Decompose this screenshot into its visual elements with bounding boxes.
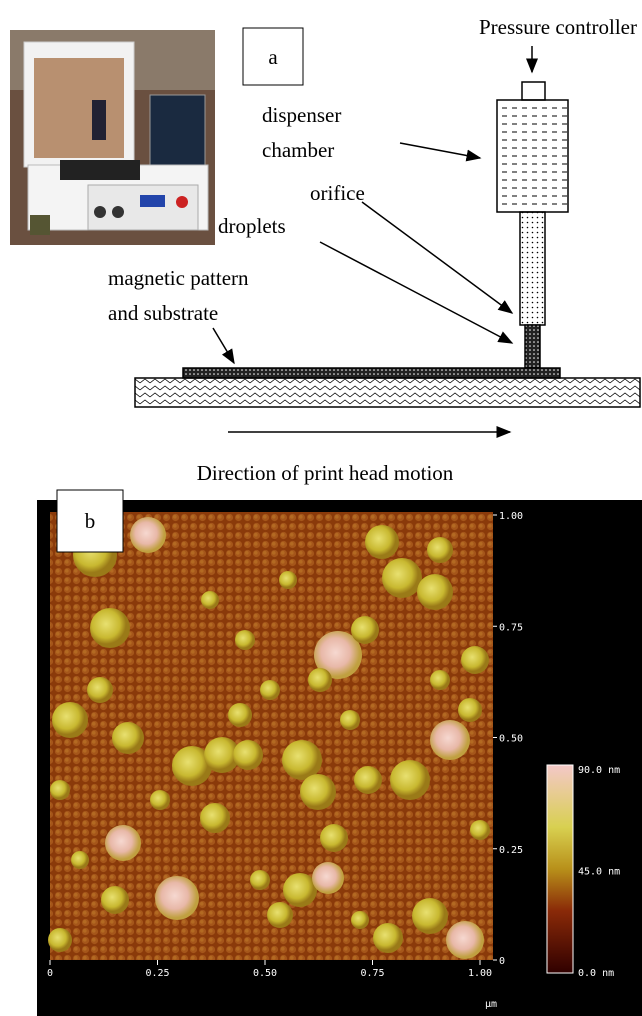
grain [233,740,263,770]
grain [155,876,199,920]
grain [412,898,448,934]
grain [390,760,430,800]
grain [365,525,399,559]
grain [112,722,144,754]
grain [470,820,490,840]
grain [373,923,403,953]
grain [279,571,297,589]
colorbar-label: 45.0 nm [578,867,620,878]
diagram-label: and substrate [108,301,218,325]
page: a Pressure controller dispenser chamber … [0,0,642,1016]
grain [48,928,72,952]
y-tick-label: 0.25 [499,845,523,856]
diagram-label: droplets [218,214,286,238]
x-tick-label: 0.50 [253,968,277,979]
figure: a Pressure controller dispenser chamber … [0,0,642,1016]
grain [250,870,270,890]
grain [300,774,336,810]
grain [101,886,129,914]
grain [87,677,113,703]
grain [461,646,489,674]
grain [52,702,88,738]
grain [351,911,369,929]
grain [130,517,166,553]
caption: Direction of print head motion [197,461,454,485]
diagram-label: dispenser [262,103,341,127]
grain [312,862,344,894]
grain [71,851,89,869]
x-tick-label: 1.00 [468,968,492,979]
colorbar [547,765,573,973]
x-tick-label: 0 [47,968,53,979]
grain [382,558,422,598]
grain [354,766,382,794]
grain [105,825,141,861]
x-tick-label: 0.75 [360,968,384,979]
y-tick-label: 1.00 [499,511,523,522]
diagram-label: magnetic pattern [108,266,249,290]
grain [308,668,332,692]
grain [320,824,348,852]
colorbar-label: 0.0 nm [578,968,614,979]
grain [427,537,453,563]
grain [430,720,470,760]
y-tick-label: 0.50 [499,734,523,745]
grain [282,740,322,780]
grain [417,574,453,610]
grain [446,921,484,959]
axis-unit: µm [485,999,497,1010]
grain [267,902,293,928]
grain [430,670,450,690]
panel-label: a [268,45,278,69]
grain [283,873,317,907]
y-tick-label: 0 [499,956,505,967]
grain [458,698,482,722]
diagram-label: orifice [310,181,365,205]
grain [200,803,230,833]
panel-label: b [85,509,96,533]
grain [340,710,360,730]
grain [351,616,379,644]
diagram-label: Pressure controller [479,15,637,39]
grain [260,680,280,700]
grain [50,780,70,800]
x-tick-label: 0.25 [145,968,169,979]
grain [150,790,170,810]
grain [201,591,219,609]
colorbar-label: 90.0 nm [578,765,620,776]
grain [228,703,252,727]
grain [90,608,130,648]
machine-photo [10,30,215,245]
y-tick-label: 0.75 [499,622,523,633]
grain [235,630,255,650]
diagram-label: chamber [262,138,334,162]
